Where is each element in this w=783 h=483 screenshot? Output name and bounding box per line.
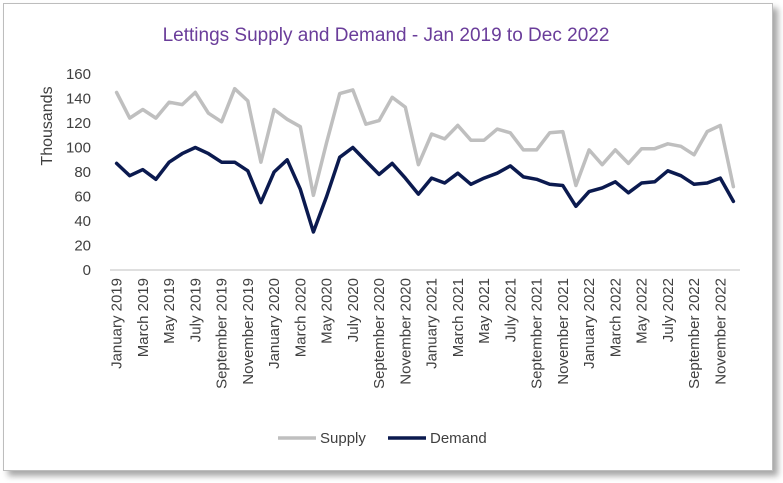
series-line-demand <box>114 145 736 234</box>
x-tick-label: July 2019 <box>187 278 204 342</box>
x-tick-label: March 2021 <box>450 278 467 357</box>
x-tick-label: March 2020 <box>292 278 309 357</box>
x-tick-label: January 2022 <box>581 278 598 369</box>
x-tick-label: January 2020 <box>266 278 283 369</box>
x-tick-label: November 2022 <box>712 278 729 385</box>
y-axis-label: Thousands <box>39 86 56 165</box>
x-tick-label: May 2021 <box>476 278 493 344</box>
x-tick-label: January 2019 <box>109 278 126 369</box>
legend-label-supply: Supply <box>320 430 366 447</box>
y-tick-label: 60 <box>74 189 91 206</box>
x-tick-label: September 2020 <box>371 278 388 389</box>
x-tick-label: November 2021 <box>555 278 572 385</box>
x-tick-label: May 2019 <box>161 278 178 344</box>
x-tick-label: November 2019 <box>240 278 257 385</box>
series-lines <box>114 86 736 234</box>
chart-title: Lettings Supply and Demand - Jan 2019 to… <box>163 25 610 46</box>
y-tick-label: 0 <box>83 262 91 279</box>
y-tick-label: 20 <box>74 238 91 255</box>
y-tick-label: 160 <box>66 66 91 83</box>
x-tick-label: March 2022 <box>607 278 624 357</box>
x-tick-label: January 2021 <box>424 278 441 369</box>
x-tick-label: July 2021 <box>502 278 519 342</box>
y-tick-label: 140 <box>66 91 91 108</box>
x-tick-label: May 2020 <box>319 278 336 344</box>
y-tick-label: 100 <box>66 140 91 157</box>
x-tick-label: September 2022 <box>686 278 703 389</box>
y-tick-label: 40 <box>74 213 91 230</box>
x-tick-label: March 2019 <box>135 278 152 357</box>
x-tick-label: May 2022 <box>634 278 651 344</box>
y-tick-label: 80 <box>74 164 91 181</box>
legend: Supply Demand <box>278 430 487 447</box>
x-tick-label: July 2022 <box>660 278 677 342</box>
x-tick-label: July 2020 <box>345 278 362 342</box>
y-axis-ticks: 0 20 40 60 80 100 120 140 160 <box>66 66 91 279</box>
x-tick-label: November 2020 <box>397 278 414 385</box>
x-tick-label: September 2019 <box>214 278 231 389</box>
x-axis-ticks: January 2019 March 2019 May 2019 July 2019 S… <box>109 278 730 389</box>
legend-label-demand: Demand <box>430 430 487 447</box>
y-tick-label: 120 <box>66 115 91 132</box>
series-line-supply <box>114 86 736 198</box>
chart-frame <box>3 3 773 471</box>
x-tick-label: September 2021 <box>529 278 546 389</box>
